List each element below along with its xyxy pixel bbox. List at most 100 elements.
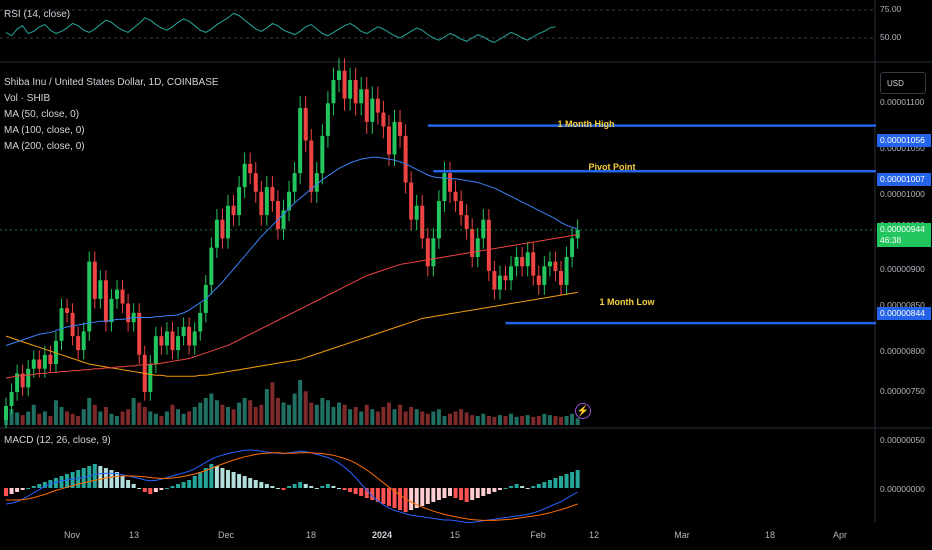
volume-bar <box>209 393 214 425</box>
candle <box>115 289 119 299</box>
candle <box>4 406 8 421</box>
volume-bar <box>403 411 408 425</box>
candle <box>253 173 258 192</box>
legend-ma50[interactable]: MA (50, close, 0) <box>4 109 80 120</box>
candle <box>348 79 353 99</box>
volume-bar <box>87 398 92 425</box>
candle <box>70 312 75 337</box>
candle <box>381 112 386 127</box>
candle <box>298 107 303 174</box>
macd-histogram-bar <box>214 466 219 488</box>
macd-histogram-bar <box>170 486 175 488</box>
volume-bar <box>486 416 491 425</box>
candle <box>248 163 253 174</box>
volume-bar <box>547 415 552 425</box>
macd-histogram-bar <box>181 482 186 488</box>
candle <box>137 312 142 355</box>
macd-histogram-bar <box>131 484 136 488</box>
volume-bar <box>98 411 103 425</box>
macd-histogram-bar <box>59 476 64 488</box>
macd-histogram-bar <box>414 488 419 508</box>
volume-bar <box>442 416 447 425</box>
macd-histogram-bar <box>559 476 563 488</box>
macd-histogram-bar <box>375 488 380 502</box>
candle <box>503 275 508 281</box>
macd-histogram-bar <box>26 488 31 489</box>
volume-bar <box>381 407 386 425</box>
candle <box>398 121 403 136</box>
candle <box>275 201 280 230</box>
macd-histogram-bar <box>237 474 242 488</box>
symbol-title[interactable]: Shiba Inu / United States Dollar, 1D, CO… <box>4 77 219 88</box>
volume-bar <box>337 402 341 425</box>
x-tick: 12 <box>588 530 600 540</box>
macd-histogram-bar <box>198 472 203 488</box>
lightning-icon[interactable]: ⚡ <box>575 403 591 419</box>
price-tick: 0.00000900 <box>880 264 925 274</box>
candle <box>464 215 469 230</box>
macd-histogram-bar <box>298 482 303 488</box>
volume-bar <box>164 411 169 425</box>
macd-histogram-bar <box>359 488 364 496</box>
macd-histogram-bar <box>392 488 397 508</box>
macd-histogram-bar <box>353 488 358 494</box>
macd-histogram-bar <box>386 488 391 506</box>
volume-bar <box>159 416 164 425</box>
volume-bar <box>520 416 525 425</box>
volume-bar <box>298 380 303 425</box>
macd-histogram-bar <box>142 488 147 492</box>
countdown: 46:38 <box>880 235 902 245</box>
volume-bar <box>198 402 203 425</box>
macd-histogram-bar <box>203 468 208 488</box>
candle <box>486 219 491 271</box>
candle <box>553 261 558 271</box>
candle <box>170 331 175 351</box>
volume-bar <box>59 407 64 425</box>
candle <box>176 336 181 351</box>
macd-histogram-bar <box>109 470 114 488</box>
candle <box>92 261 97 299</box>
volume-bar <box>65 411 70 425</box>
volume-bar <box>142 407 147 425</box>
volume-bar <box>364 404 369 425</box>
candle <box>392 121 397 155</box>
volume-bar <box>492 416 497 425</box>
candle <box>26 368 31 388</box>
legend-ma100[interactable]: MA (100, close, 0) <box>4 125 85 136</box>
volume-bar <box>231 409 236 425</box>
macd-histogram-bar <box>475 488 480 498</box>
volume-bar <box>503 416 508 425</box>
volume-bar <box>181 413 186 425</box>
legend-vol[interactable]: Vol · SHIB <box>4 93 51 104</box>
legend-ma200[interactable]: MA (200, close, 0) <box>4 141 85 152</box>
x-tick: 15 <box>449 530 461 540</box>
macd-histogram-bar <box>120 476 125 488</box>
candle <box>337 70 341 80</box>
volume-bar <box>509 413 514 425</box>
rsi-level-75: 75.00 <box>880 4 902 14</box>
candle <box>353 79 358 104</box>
x-tick: 2024 <box>371 530 393 540</box>
volume-bar <box>303 391 308 425</box>
macd-histogram-bar <box>137 488 142 489</box>
x-tick: Mar <box>674 530 690 540</box>
candle <box>359 89 364 104</box>
macd-line <box>5 449 578 523</box>
currency-button[interactable]: USD <box>880 72 926 94</box>
macd-histogram-bar <box>275 488 280 489</box>
volume-bar <box>37 413 42 425</box>
macd-level: 0.00000050 <box>880 435 925 445</box>
macd-histogram-bar <box>381 488 386 504</box>
macd-histogram-bar <box>497 488 502 490</box>
macd-histogram-bar <box>342 488 347 490</box>
ma200-line <box>5 291 578 377</box>
macd-histogram-bar <box>164 488 169 489</box>
candle <box>314 173 319 192</box>
volume-bar <box>92 404 97 425</box>
candle <box>98 280 103 299</box>
macd-histogram-bar <box>259 482 264 488</box>
volume-bar <box>536 416 541 425</box>
candle <box>9 392 14 407</box>
macd-histogram-bar <box>542 482 547 488</box>
